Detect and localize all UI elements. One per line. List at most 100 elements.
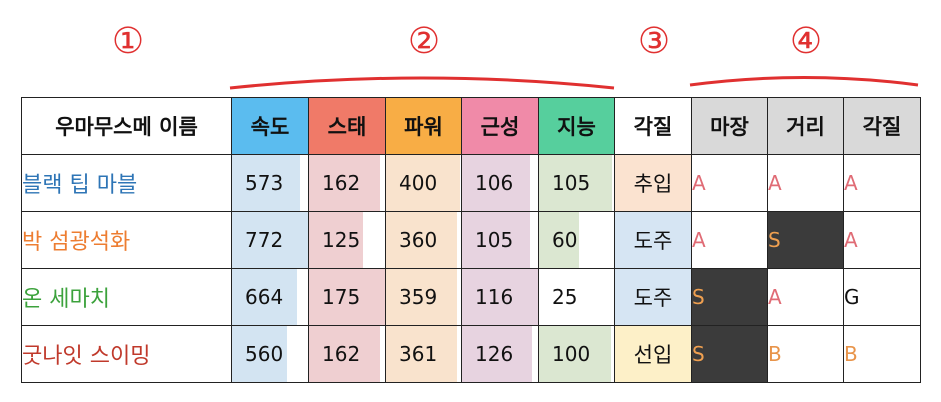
- stat-wit: 105: [538, 154, 615, 212]
- stat-wit-bar: [539, 212, 579, 268]
- group-marker-3: ③: [637, 21, 671, 62]
- stat-guts-value: 126: [475, 342, 514, 366]
- group-marker-1: ①: [111, 21, 145, 62]
- stat-speed: 664: [231, 268, 309, 326]
- rank-distance: B: [767, 325, 844, 383]
- stat-stamina-value: 125: [322, 228, 361, 252]
- header-wit: 지능: [538, 97, 615, 155]
- stat-power-bar: [386, 326, 457, 382]
- stat-guts-value: 105: [475, 228, 514, 252]
- rank-track: A: [691, 211, 768, 269]
- stat-guts-value: 116: [475, 285, 514, 309]
- header-guts: 근성: [461, 97, 539, 155]
- stat-speed-value: 664: [245, 285, 284, 309]
- stat-power-bar: [386, 269, 457, 325]
- stat-guts: 126: [461, 325, 539, 383]
- running-style: 도주: [614, 211, 692, 269]
- stat-power: 361: [385, 325, 462, 383]
- stat-wit: 25: [538, 268, 615, 326]
- brace-stats: [229, 76, 615, 90]
- stat-stamina-value: 162: [322, 171, 361, 195]
- stat-speed-bar: [232, 155, 301, 211]
- stat-speed-bar: [232, 326, 288, 382]
- stat-power: 360: [385, 211, 462, 269]
- stat-guts: 106: [461, 154, 539, 212]
- horse-name: 블랙 팁 마블: [21, 154, 232, 212]
- stat-power-bar: [386, 212, 457, 268]
- header-stamina: 스태: [308, 97, 386, 155]
- stat-power-bar: [386, 155, 461, 211]
- stat-wit-value: 60: [552, 228, 578, 252]
- stat-wit-bar: [539, 326, 611, 382]
- group-braces: [229, 76, 919, 90]
- stat-guts-bar: [462, 269, 538, 325]
- stat-stamina-value: 175: [322, 285, 361, 309]
- stat-speed-value: 560: [245, 342, 284, 366]
- stat-wit: 60: [538, 211, 615, 269]
- table-row: 박 섬광석화 772 125 360 105 60 도주 A S A: [21, 211, 921, 269]
- rank-track: S: [691, 268, 768, 326]
- stat-guts-value: 106: [475, 171, 514, 195]
- rank-style: A: [843, 154, 921, 212]
- stat-guts-bar: [462, 212, 531, 268]
- stat-stamina-bar: [309, 326, 380, 382]
- table-row: 블랙 팁 마블 573 162 400 106 105 추입 A A A: [21, 154, 921, 212]
- horse-name: 박 섬광석화: [21, 211, 232, 269]
- rank-distance: A: [767, 154, 844, 212]
- stat-speed-bar: [232, 212, 308, 268]
- brace-ranks: [689, 76, 919, 87]
- stat-speed-bar: [232, 269, 298, 325]
- stat-speed-value: 772: [245, 228, 284, 252]
- stat-speed: 573: [231, 154, 309, 212]
- stat-stamina-bar: [309, 155, 380, 211]
- rank-style: B: [843, 325, 921, 383]
- rank-style: G: [843, 268, 921, 326]
- stat-stamina-bar: [309, 269, 385, 325]
- running-style: 선입: [614, 325, 692, 383]
- running-style: 도주: [614, 268, 692, 326]
- stat-stamina: 175: [308, 268, 386, 326]
- rank-track: A: [691, 154, 768, 212]
- stat-power-value: 361: [399, 342, 438, 366]
- header-track: 마장: [691, 97, 768, 155]
- header-style: 각질: [843, 97, 921, 155]
- stat-stamina: 125: [308, 211, 386, 269]
- stat-guts: 116: [461, 268, 539, 326]
- stat-stamina: 162: [308, 154, 386, 212]
- rank-distance: A: [767, 268, 844, 326]
- header-row: 우마무스메 이름 속도 스태 파워 근성 지능 각질 마장 거리 각질: [21, 97, 921, 155]
- stat-wit-value: 105: [552, 171, 591, 195]
- table-row: 온 세마치 664 175 359 116 25 도주 S A G: [21, 268, 921, 326]
- rank-style: A: [843, 211, 921, 269]
- horse-name: 굿나잇 스이밍: [21, 325, 232, 383]
- stat-wit-value: 100: [552, 342, 591, 366]
- rank-distance: S: [767, 211, 844, 269]
- running-style: 추입: [614, 154, 692, 212]
- horse-name: 온 세마치: [21, 268, 232, 326]
- stat-speed: 560: [231, 325, 309, 383]
- stat-guts: 105: [461, 211, 539, 269]
- stat-guts-bar: [462, 326, 532, 382]
- stat-power: 359: [385, 268, 462, 326]
- horse-stats-table: 우마무스메 이름 속도 스태 파워 근성 지능 각질 마장 거리 각질 블랙 팁…: [21, 97, 921, 383]
- stat-wit-value: 25: [552, 285, 578, 309]
- stat-stamina-value: 162: [322, 342, 361, 366]
- stat-speed: 772: [231, 211, 309, 269]
- header-name: 우마무스메 이름: [21, 97, 232, 155]
- stat-stamina: 162: [308, 325, 386, 383]
- header-distance: 거리: [767, 97, 844, 155]
- group-marker-4: ④: [789, 21, 823, 62]
- stat-power-value: 400: [399, 171, 438, 195]
- stat-power: 400: [385, 154, 462, 212]
- stat-speed-value: 573: [245, 171, 284, 195]
- header-power: 파워: [385, 97, 462, 155]
- stat-wit-bar: [539, 155, 612, 211]
- stat-power-value: 359: [399, 285, 438, 309]
- header-aptitude: 각질: [614, 97, 692, 155]
- header-speed: 속도: [231, 97, 309, 155]
- stat-guts-bar: [462, 155, 531, 211]
- table-row: 굿나잇 스이밍 560 162 361 126 100 선입 S B B: [21, 325, 921, 383]
- stat-power-value: 360: [399, 228, 438, 252]
- stat-wit: 100: [538, 325, 615, 383]
- stat-stamina-bar: [309, 212, 363, 268]
